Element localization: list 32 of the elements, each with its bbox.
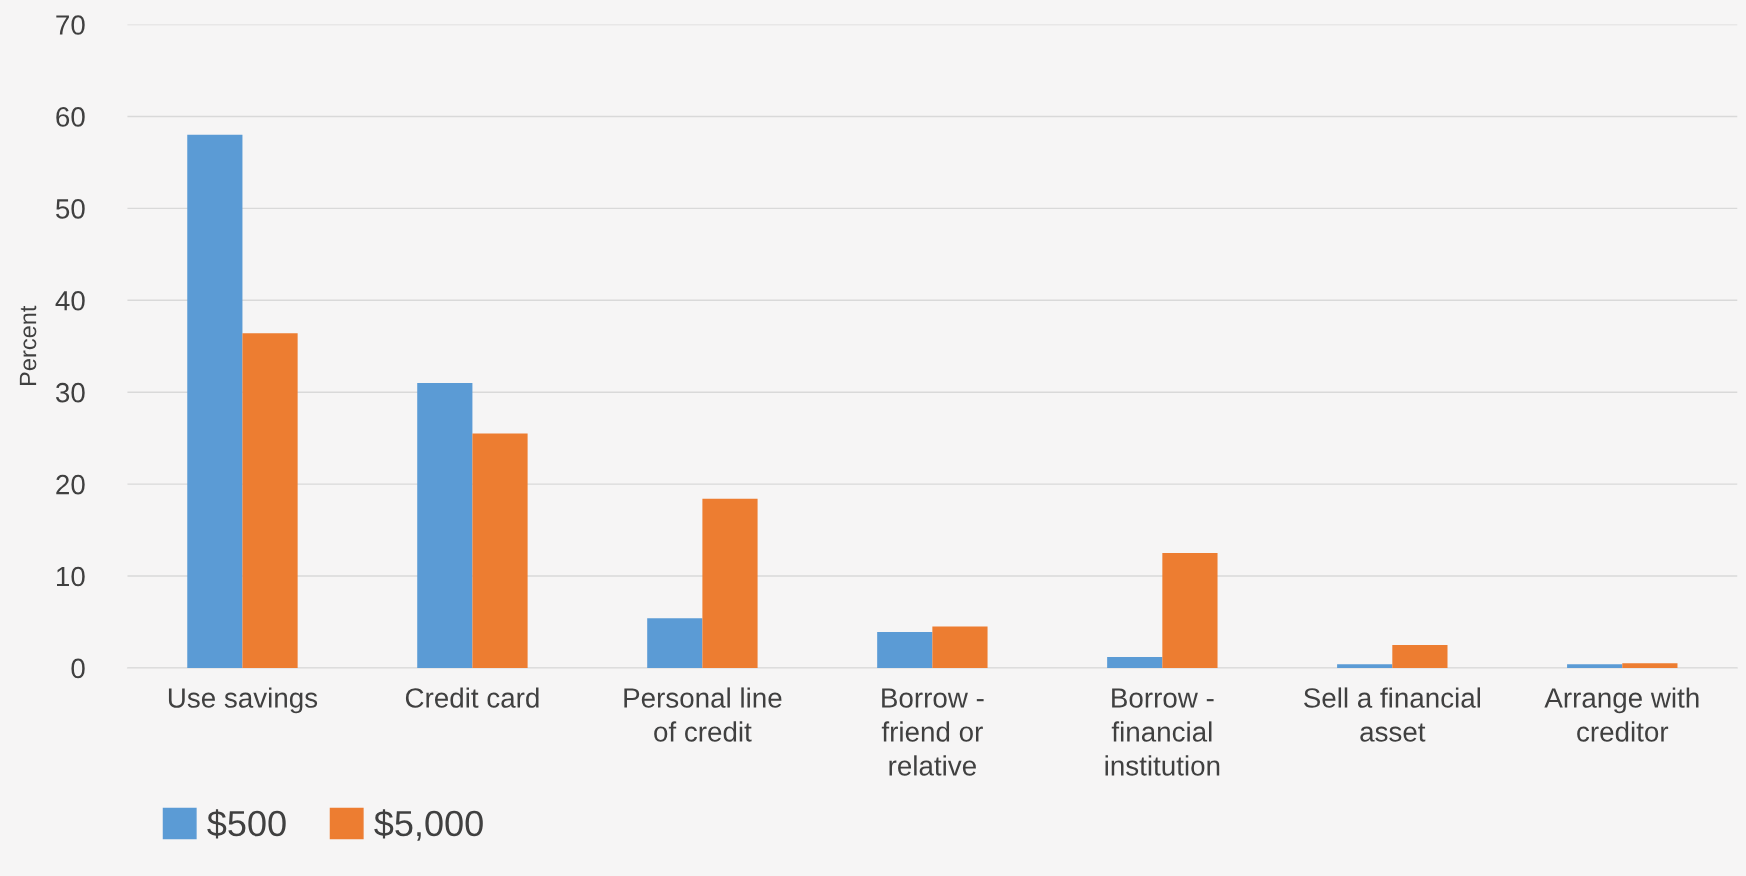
x-tick-label: Borrow - financial institution [1105, 688, 1220, 776]
y-tick-label: 70 [56, 15, 85, 35]
y-axis-title: Percent [19, 305, 37, 385]
bar [1567, 664, 1623, 668]
y-tick-label: 40 [55, 290, 85, 311]
legend-label: $5,000 [374, 809, 483, 841]
y-tick-label: 0 [71, 658, 85, 679]
bar [187, 134, 243, 668]
bar [1107, 656, 1163, 668]
x-tick-label: Arrange with creditor [1544, 687, 1699, 742]
y-tick-label: 30 [55, 382, 85, 403]
x-tick-label: Use savings [168, 687, 318, 714]
bar [1392, 644, 1448, 668]
bar [1337, 664, 1393, 668]
x-tick-label: Personal line of credit [624, 687, 782, 742]
y-tick-label: 50 [56, 199, 85, 219]
x-tick-label: Borrow - friend or relative [881, 688, 984, 776]
bar [877, 632, 933, 668]
y-tick-label: 60 [56, 107, 85, 127]
bar [1162, 553, 1218, 668]
y-tick-label: 20 [56, 474, 85, 495]
bar [472, 433, 528, 668]
bar [932, 626, 988, 668]
bar [242, 333, 298, 668]
y-tick-label: 10 [57, 566, 85, 587]
bar [702, 498, 758, 668]
bar [647, 618, 703, 668]
x-tick-label: Credit card [405, 687, 539, 708]
legend-label: $500 [207, 809, 286, 839]
x-tick-label: Sell a financial asset [1304, 687, 1481, 742]
bar [417, 383, 473, 668]
bar [1622, 663, 1678, 668]
